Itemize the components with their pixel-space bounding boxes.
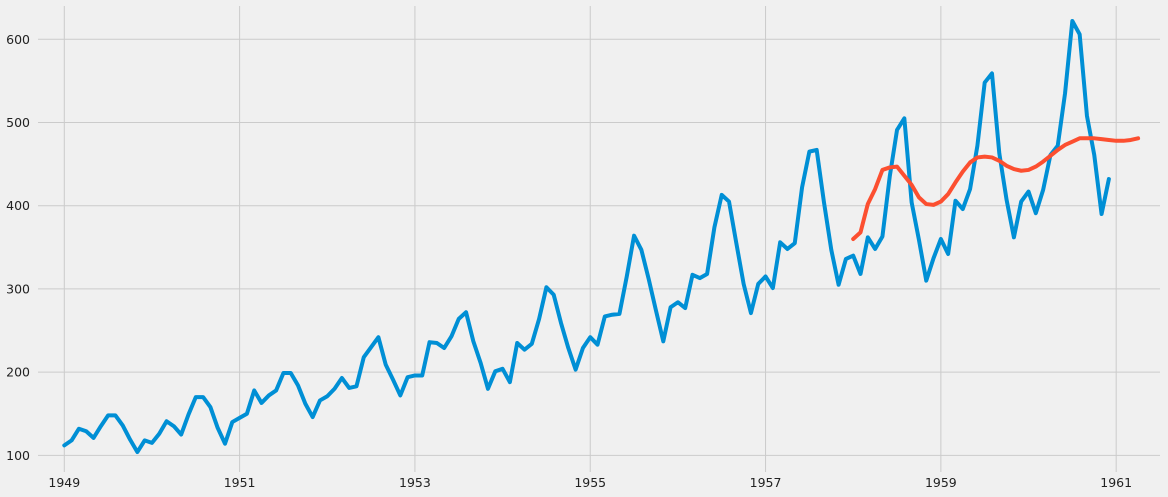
series-group [62, 18, 1141, 455]
y-tick-label: 600 [6, 32, 30, 47]
x-tick-label: 1955 [574, 475, 606, 490]
y-axis-ticks: 100 200 300 400 500 600 [6, 32, 30, 463]
x-axis-ticks: 1949 1951 1953 1955 1957 1959 1961 [48, 475, 1132, 490]
series-line-1 [62, 18, 1111, 455]
x-tick-label: 1951 [224, 475, 256, 490]
x-tick-label: 1957 [750, 475, 782, 490]
x-tick-label: 1949 [48, 475, 80, 490]
y-tick-label: 200 [6, 365, 30, 380]
x-tick-label: 1953 [399, 475, 431, 490]
x-tick-label: 1961 [1100, 475, 1132, 490]
y-tick-label: 100 [6, 448, 30, 463]
y-tick-label: 300 [6, 281, 30, 296]
x-tick-label: 1959 [925, 475, 957, 490]
y-tick-label: 500 [6, 115, 30, 130]
series-line-2 [851, 136, 1141, 241]
y-tick-label: 400 [6, 198, 30, 213]
